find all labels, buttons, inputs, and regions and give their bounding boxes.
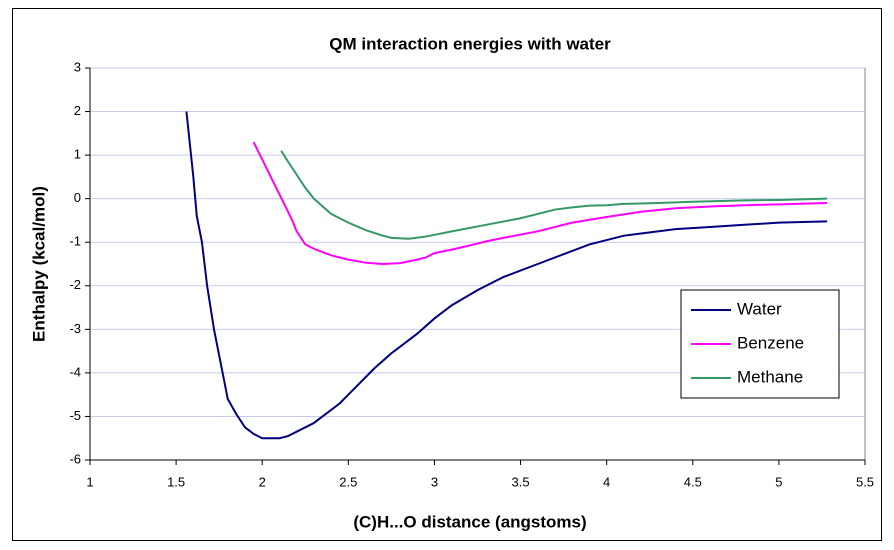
y-tick-label: -2 <box>69 277 81 292</box>
x-tick-label: 3.5 <box>512 474 530 489</box>
x-tick-label: 5.5 <box>856 474 874 489</box>
x-tick-label: 1 <box>86 474 93 489</box>
y-tick-label: 3 <box>74 59 81 74</box>
y-tick-label: -6 <box>69 451 81 466</box>
y-axis-title: Enthalpy (kcal/mol) <box>29 186 48 342</box>
x-axis-title: (C)H...O distance (angstoms) <box>353 512 586 531</box>
x-tick-label: 2 <box>259 474 266 489</box>
x-tick-label: 2.5 <box>339 474 357 489</box>
legend-label: Water <box>737 299 782 318</box>
y-tick-label: 1 <box>74 147 81 162</box>
x-tick-label: 1.5 <box>167 474 185 489</box>
series-line <box>252 141 828 266</box>
chart-title: QM interaction energies with water <box>329 34 611 53</box>
series-line <box>280 150 828 240</box>
y-tick-label: -1 <box>69 234 81 249</box>
y-tick-label: -5 <box>69 408 81 423</box>
y-tick-label: 2 <box>74 103 81 118</box>
x-tick-label: 3 <box>431 474 438 489</box>
plot-area <box>89 67 866 461</box>
x-tick-label: 5 <box>775 474 782 489</box>
legend-label: Benzene <box>737 333 804 352</box>
series-line <box>185 111 828 440</box>
x-tick-label: 4.5 <box>684 474 702 489</box>
y-tick-label: -3 <box>69 321 81 336</box>
y-tick-label: -4 <box>69 364 81 379</box>
legend-label: Methane <box>737 367 803 386</box>
x-tick-label: 4 <box>603 474 610 489</box>
y-tick-label: 0 <box>74 190 81 205</box>
